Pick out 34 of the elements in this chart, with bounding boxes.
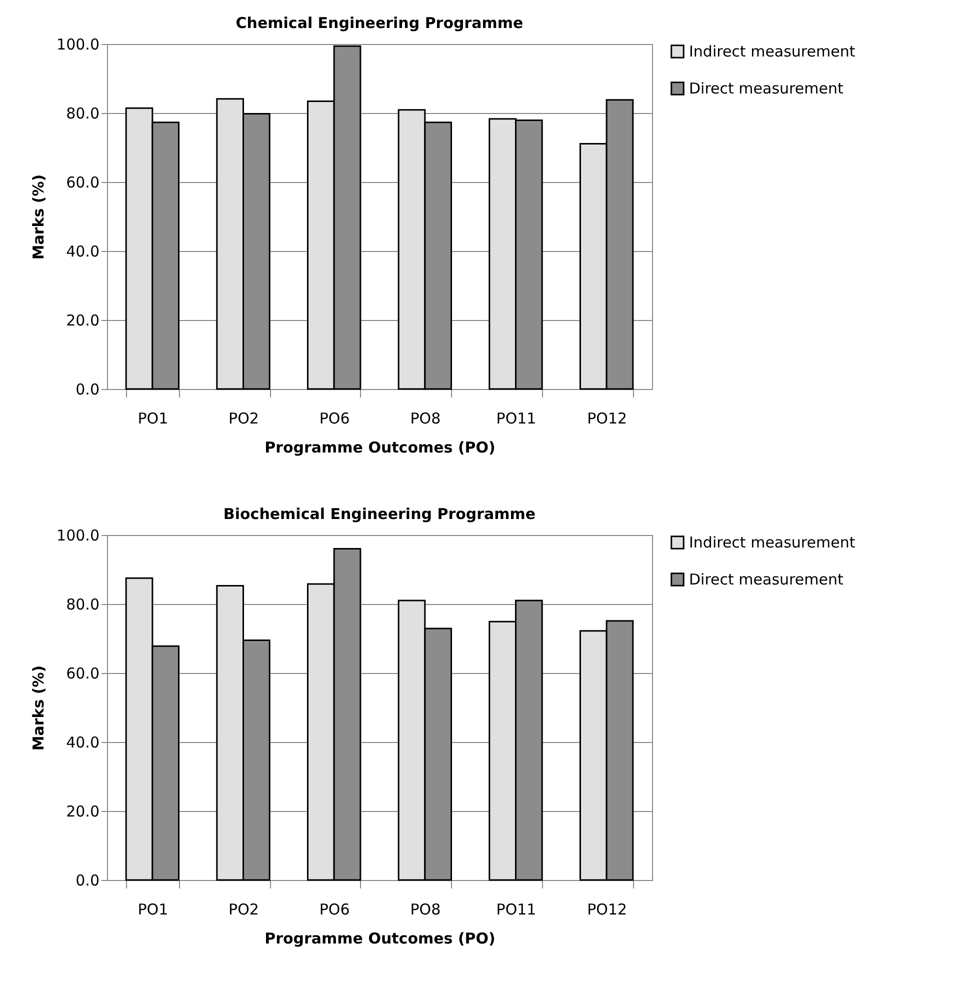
y-tick-label: 0.0 — [76, 380, 100, 398]
y-axis-title: Marks (%) — [30, 665, 48, 751]
x-tick-label: PO11 — [496, 410, 536, 428]
x-tick-label: PO6 — [319, 410, 350, 428]
y-tick-label: 80.0 — [66, 104, 100, 122]
y-tick-label: 60.0 — [66, 664, 100, 682]
y-tick-label: 60.0 — [66, 174, 100, 192]
x-tick-label: PO6 — [319, 900, 350, 918]
y-tick-label: 20.0 — [66, 312, 100, 330]
y-tick-label: 0.0 — [76, 872, 100, 890]
legend-label: Indirect measurement — [689, 534, 856, 552]
y-axis-title: Marks (%) — [30, 174, 48, 260]
x-tick-label: PO1 — [138, 410, 168, 428]
x-tick-label: PO8 — [410, 900, 441, 918]
y-tick-label: 100.0 — [56, 36, 100, 54]
y-tick-label: 100.0 — [56, 526, 100, 544]
x-tick-label: PO11 — [496, 900, 536, 918]
chart-title: Chemical Engineering Programme — [236, 14, 524, 32]
y-tick-label: 40.0 — [66, 734, 100, 752]
x-tick-label: PO12 — [587, 410, 628, 428]
chart-title: Biochemical Engineering Programme — [223, 505, 536, 523]
y-tick-label: 80.0 — [66, 596, 100, 614]
legend-label: Indirect measurement — [689, 42, 856, 60]
x-tick-label: PO8 — [410, 410, 441, 428]
x-tick-label: PO12 — [587, 900, 628, 918]
y-tick-label: 40.0 — [66, 242, 100, 260]
x-tick-label: PO1 — [138, 900, 168, 918]
x-axis-title: Programme Outcomes (PO) — [264, 438, 496, 456]
x-tick-label: PO2 — [228, 900, 259, 918]
x-axis-title: Programme Outcomes (PO) — [264, 930, 496, 948]
legend-label: Direct measurement — [689, 570, 844, 588]
x-tick-label: PO2 — [228, 410, 259, 428]
legend-label: Direct measurement — [689, 80, 844, 98]
y-tick-label: 20.0 — [66, 802, 100, 820]
